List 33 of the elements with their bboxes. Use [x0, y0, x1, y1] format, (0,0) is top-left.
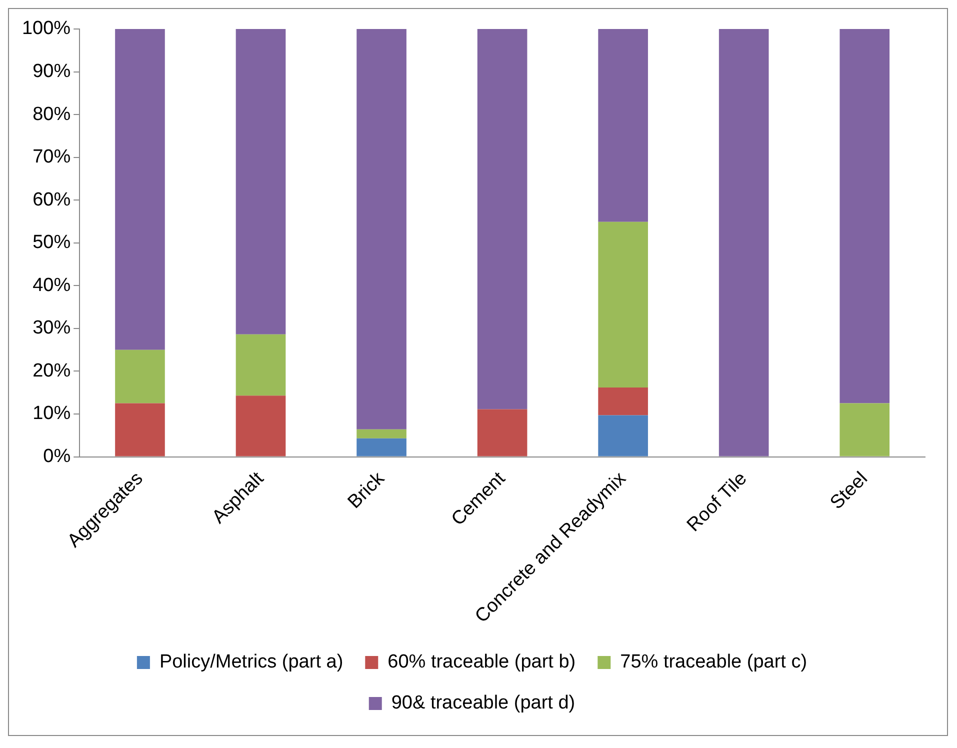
- bar: [236, 29, 286, 334]
- y-tick-label: 10%: [32, 403, 71, 424]
- bar: [115, 350, 165, 404]
- bar: [356, 438, 406, 456]
- y-tick-label: 40%: [32, 274, 71, 296]
- bar: [115, 29, 165, 350]
- y-tick-label: 30%: [32, 318, 71, 339]
- bar: [356, 429, 406, 438]
- bar: [840, 403, 890, 456]
- bar: [477, 409, 528, 456]
- bar: [236, 396, 286, 456]
- bar: [598, 222, 648, 388]
- y-tick-label: 60%: [32, 189, 71, 210]
- y-tick-label: 0%: [43, 446, 71, 467]
- bar: [840, 29, 890, 404]
- bar: [598, 387, 648, 416]
- bar: [718, 29, 769, 456]
- y-tick-label: 70%: [32, 146, 71, 168]
- bar: [598, 29, 648, 222]
- legend-label: Policy/Metrics (part a): [159, 652, 344, 673]
- legend-label: 90& traceable (part d): [391, 692, 576, 714]
- y-tick-label: 20%: [32, 360, 71, 382]
- bar: [236, 334, 286, 396]
- bar: [598, 415, 648, 456]
- legend-label: 75% traceable (part c): [620, 652, 808, 673]
- y-tick-label: 100%: [22, 18, 71, 40]
- bar: [477, 29, 528, 410]
- bar: [115, 403, 165, 456]
- y-tick-label: 50%: [32, 232, 71, 254]
- bar: [356, 29, 406, 430]
- y-tick-label: 80%: [32, 104, 71, 125]
- legend-label: 60% traceable (part b): [388, 652, 576, 673]
- y-tick-label: 90%: [32, 61, 71, 82]
